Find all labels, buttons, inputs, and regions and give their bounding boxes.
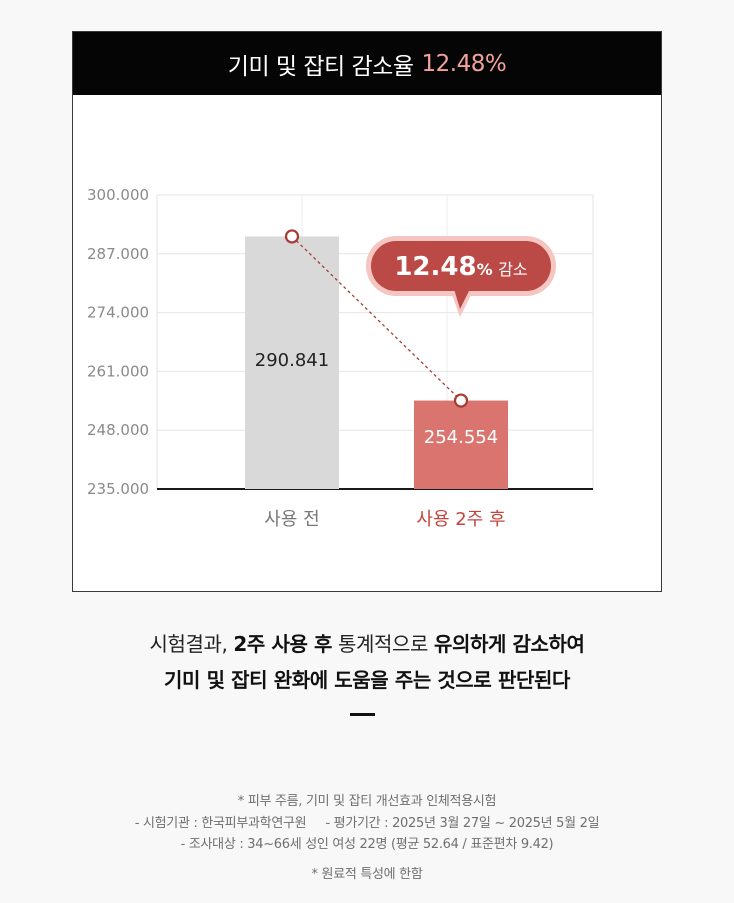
chart-title-bar: 기미 및 잡티 감소율 12.48% [73,32,661,95]
footnote-limitation: * 원료적 특성에 한함 [311,867,423,882]
footnote-institution: - 시험기관 : 한국피부과학연구원 - 평가기간 : 2025년 3월 27일… [134,816,600,831]
x-category-before: 사용 전 [264,509,319,530]
footnotes: * 피부 주름, 기미 및 잡티 개선효과 인체적용시험 - 시험기관 : 한국… [0,790,734,886]
summary-emphasis: 2주 사용 후 [233,632,333,656]
result-summary: 시험결과, 2주 사용 후 통계적으로 유의하게 감소하여 기미 및 잡티 완화… [0,626,734,698]
data-label-before: 290.841 [255,350,329,371]
callout-label: 감소 [498,260,527,279]
summary-text: 시험결과, [149,632,234,656]
data-label-after: 254.554 [424,427,498,448]
summary-line-1: 시험결과, 2주 사용 후 통계적으로 유의하게 감소하여 [0,626,734,662]
bar-before [245,236,339,489]
x-category-after: 사용 2주 후 [416,509,505,530]
summary-line-2: 기미 및 잡티 완화에 도움을 주는 것으로 판단된다 [164,668,570,692]
y-tick-label: 261.000 [87,362,149,380]
callout-bubble [371,241,551,291]
y-tick-label: 248.000 [87,421,149,439]
y-tick-label: 287.000 [87,245,149,263]
callout-text: 12.48% 감소 [394,252,527,282]
callout-value: 12.48 [394,252,476,282]
chart-title: 기미 및 잡티 감소율 [227,53,414,80]
chart-card: 기미 및 잡티 감소율 12.48% 235.000 248.000 261.000… [72,31,662,592]
y-tick-label: 274.000 [87,304,149,322]
footnote-test: * 피부 주름, 기미 및 잡티 개선효과 인체적용시험 [237,794,497,809]
y-tick-label: 300.000 [87,186,149,204]
summary-emphasis: 유의하게 감소하여 [433,632,585,656]
bar-after [414,400,508,489]
marker-after [453,393,469,408]
y-tick-label: 235.000 [87,480,149,498]
callout-tail [454,289,470,309]
reduction-rate: 12.48% [421,50,507,77]
footnote-subjects: - 조사대상 : 34~66세 성인 여성 22명 (평균 52.64 / 표준… [180,837,554,852]
marker-before [284,229,300,244]
callout-unit: % [477,260,499,279]
bar-chart: 235.000 248.000 261.000 274.000 287.000 300.0… [87,186,594,530]
divider [350,713,375,716]
summary-text: 통계적으로 [332,632,434,656]
